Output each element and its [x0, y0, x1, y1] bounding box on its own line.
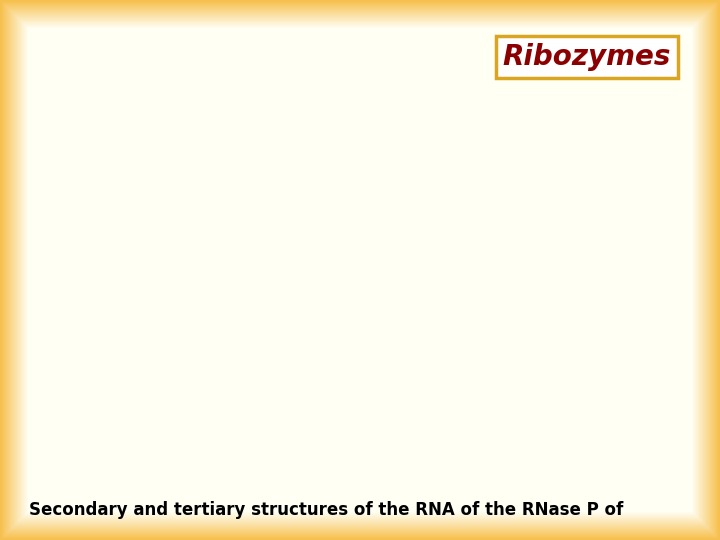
Text: Ribozymes: Ribozymes [503, 43, 671, 71]
Text: Secondary and tertiary structures of the RNA of the RNase P of: Secondary and tertiary structures of the… [29, 502, 629, 519]
